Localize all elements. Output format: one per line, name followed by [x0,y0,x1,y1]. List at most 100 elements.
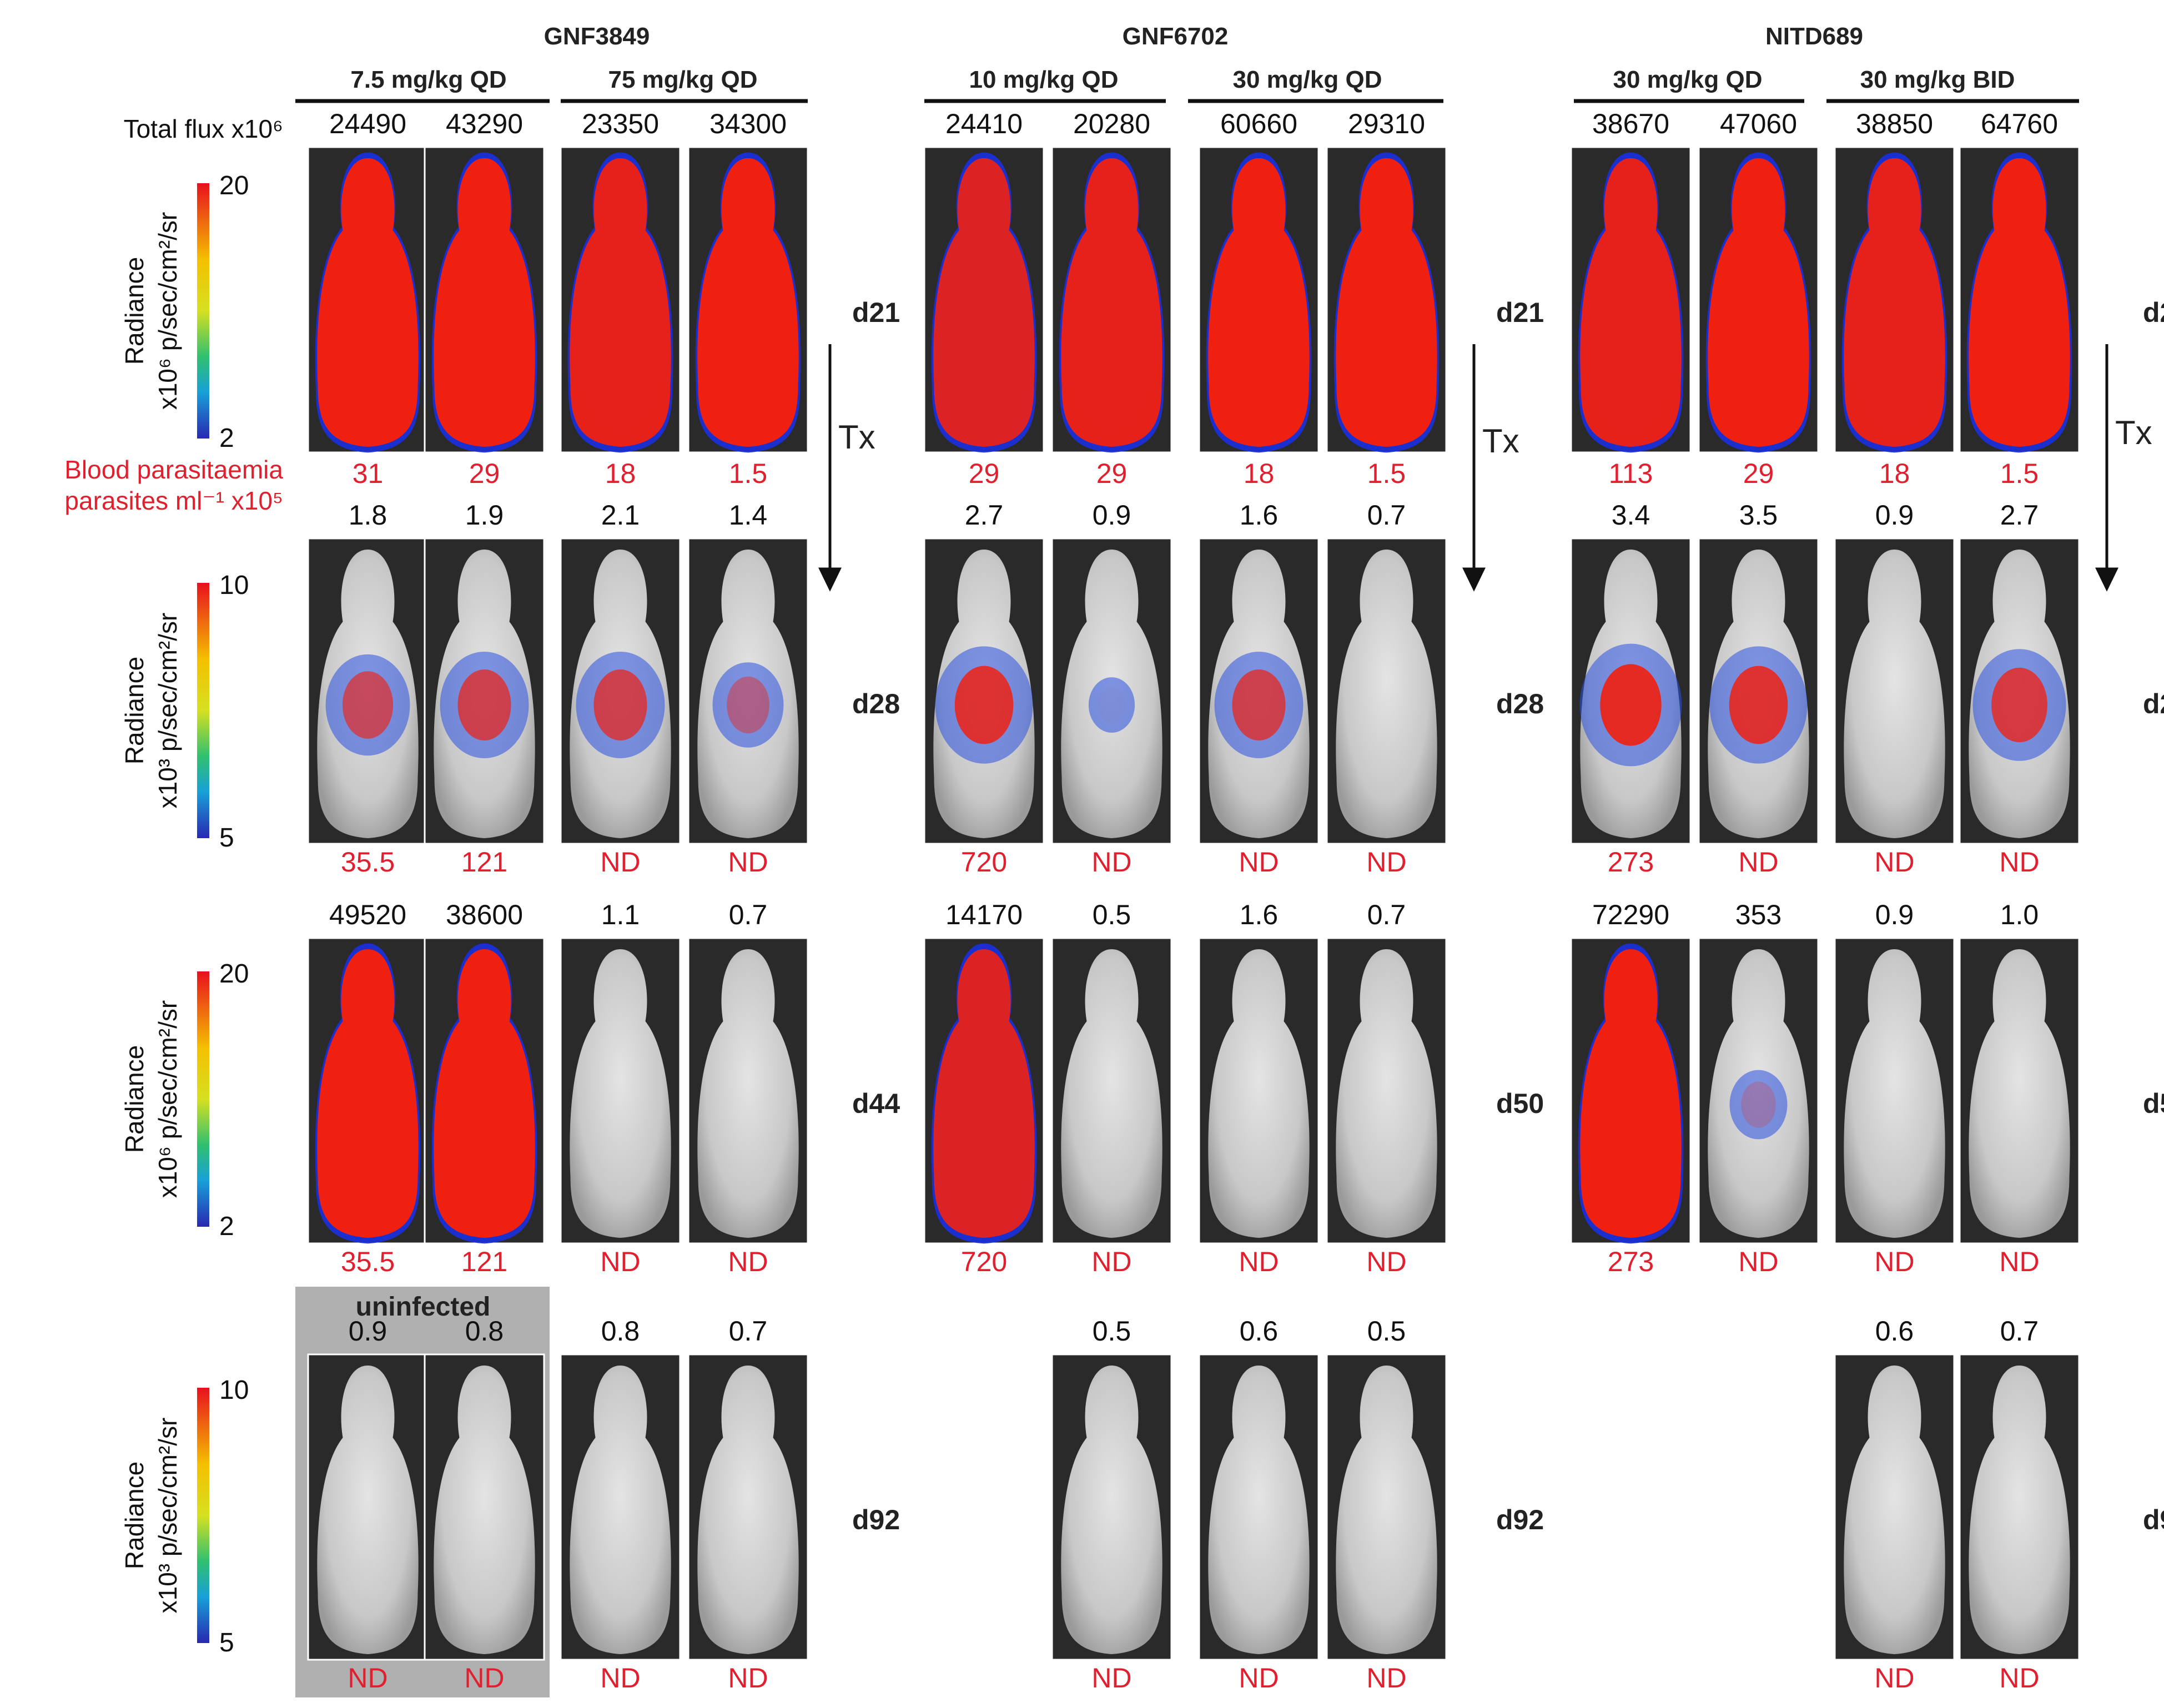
day-labels: d21 d21 d22 d28 d28 d29 d44 d50 d50 d92 d92 d94 [852,297,2164,1535]
mouse-body [1208,949,1310,1238]
mouse-image [1570,937,1692,1245]
mouse-image [307,537,429,845]
mouse-body [1208,1366,1310,1654]
mouse-body [1336,1366,1437,1654]
total-flux-value: 20280 [1073,108,1150,139]
parasitaemia-value: 35.5 [341,847,395,878]
parasitaemia-value: ND [1366,1662,1406,1694]
treatment-arrows [818,344,2118,592]
bioluminescence-signal [1580,158,1682,447]
mouse-image [1051,537,1172,845]
parasitaemia-value: ND [1738,1246,1778,1277]
day-label: d28 [1496,688,1544,719]
mouse-image [1834,937,1955,1245]
mouse-image [1326,1353,1447,1661]
treatment-label: Tx [2115,414,2152,451]
mouse-image [1326,146,1447,454]
parasitaemia-value: 18 [1244,458,1275,489]
total-flux-value: 0.9 [1875,899,1914,930]
parasitaemia-value: ND [1091,1662,1131,1694]
parasitaemia-value: ND [600,1662,640,1694]
parasitaemia-value: ND [1091,1246,1131,1277]
parasitaemia-value: 113 [1609,458,1653,489]
mouse-body [434,1366,535,1654]
bioluminescence-signal [1208,158,1310,447]
mouse-body [570,1366,671,1654]
parasitaemia-value: 1.5 [1367,458,1406,489]
parasitaemia-value: 273 [1608,847,1654,878]
parasitaemia-value: ND [600,1246,640,1277]
total-flux-value: 0.9 [1875,500,1914,531]
scale-units: x10⁶ p/sec/cm²/sr [153,212,182,410]
parasitaemia-value: 720 [961,847,1007,878]
total-flux-value: 0.6 [1240,1316,1279,1347]
bioluminescence-signal [1969,158,2070,447]
day-label: d94 [2143,1504,2164,1535]
mouse-image [424,937,545,1245]
parasitaemia-value: ND [728,847,768,878]
bioluminescence-signal [1844,158,1945,447]
mouse-image [307,937,429,1245]
parasitaemia-value: ND [1874,1246,1914,1277]
total-flux-value: 24490 [329,108,406,139]
parasitaemia-value: 720 [961,1246,1007,1277]
mouse-body [697,1366,799,1654]
color-scale-bar [197,583,209,838]
parasitaemia-value: 18 [605,458,636,489]
blood-parasitaemia-label: Blood parasitaemia [64,455,283,484]
mouse-image [1198,1353,1320,1661]
parasitaemia-value: 18 [1879,458,1910,489]
scale-title: Radiance [120,257,149,365]
scale-min-label: 5 [219,823,234,853]
total-flux-value: 353 [1735,899,1781,930]
parasitaemia-value: 121 [461,847,507,878]
parasitaemia-value: ND [728,1246,768,1277]
parasitaemia-value: 31 [353,458,384,489]
total-flux-value: 14170 [945,899,1023,930]
mouse-image [1834,1353,1955,1661]
mouse-image [687,1353,809,1661]
color-scale-bar [197,183,209,439]
signal-halo [712,662,784,748]
parasitaemia-value: 121 [461,1246,507,1277]
mouse-body [1061,949,1162,1238]
bioluminescence-signal [1098,687,1126,724]
parasitaemia-value: ND [1874,1662,1914,1694]
bioluminescence-signal [954,666,1014,744]
total-flux-value: 1.1 [601,899,640,930]
bioluminescence-signal [1729,666,1788,744]
mouse-image [1698,937,1819,1245]
mouse-image [424,1353,545,1661]
mouse-image [1326,937,1447,1245]
total-flux-value: 0.5 [1367,1316,1406,1347]
dose-label: 30 mg/kg BID [1860,66,2015,93]
treatment-label: Tx [838,419,875,456]
total-flux-value: 23350 [582,108,659,139]
dose-label: 75 mg/kg QD [608,66,758,93]
mouse-body [1336,550,1437,838]
day-label: d44 [852,1088,900,1119]
mouse-image [1959,537,2080,845]
mouse-image [1051,937,1172,1245]
bioluminescence-signal [727,676,769,734]
bioluminescence-signal [1600,664,1662,746]
scale-max-label: 10 [219,571,249,600]
bioluminescence-signal [457,669,511,740]
mouse-image [687,937,809,1245]
group-title: GNF3849 [544,23,650,50]
mouse-body [1061,1366,1162,1654]
total-flux-value: 0.6 [1875,1316,1914,1347]
day-label: d22 [2143,297,2164,328]
day-label: d92 [1496,1504,1544,1535]
parasitaemia-value: 273 [1608,1246,1654,1277]
mouse-image [307,146,429,454]
mouse-image [1051,146,1172,454]
bioluminescence-signal [342,671,394,739]
mouse-body [1844,949,1945,1238]
mouse-image [1698,537,1819,845]
mouse-image [1570,146,1692,454]
bioluminescence-signal [697,158,799,447]
parasitaemia-value: 29 [469,458,500,489]
parasitaemia-value: ND [1999,847,2039,878]
